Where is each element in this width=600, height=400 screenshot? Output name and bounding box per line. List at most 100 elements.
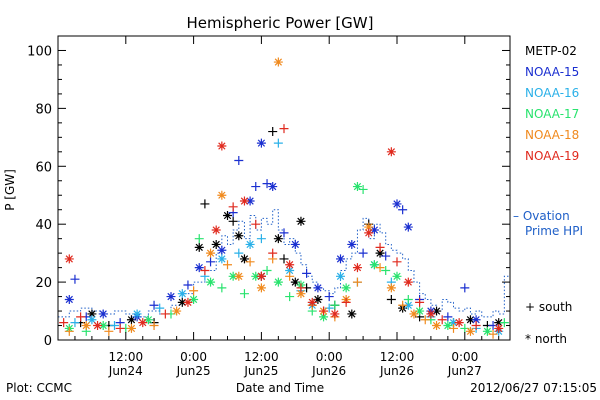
north-point (217, 141, 227, 151)
south-point (319, 306, 329, 316)
south-point (324, 292, 334, 302)
south-point (110, 321, 119, 331)
y-tick-label: 20 (35, 276, 52, 291)
south-point (488, 329, 498, 339)
north-point (392, 199, 402, 209)
north-point (290, 239, 300, 249)
south-point (183, 280, 193, 290)
south-point (70, 318, 80, 328)
south-point (70, 274, 80, 284)
north-point (177, 289, 187, 299)
north-point (194, 242, 204, 252)
north-point (347, 239, 357, 249)
legend-item: NOAA-15 (525, 65, 579, 79)
south-point (149, 321, 159, 331)
north-point (87, 315, 97, 325)
scatter-points (59, 57, 509, 339)
south-point (64, 326, 74, 336)
south-point (217, 283, 227, 293)
legend-north-marker: * north (525, 332, 567, 346)
north-point (239, 254, 249, 264)
south-point (279, 254, 289, 264)
plot-frame (57, 35, 511, 341)
north-point (403, 300, 413, 310)
north-point (386, 283, 396, 293)
series-noaa-19 (59, 124, 504, 333)
north-point (319, 312, 329, 322)
north-point (432, 321, 442, 331)
south-point (239, 289, 249, 299)
south-point (115, 323, 125, 333)
north-point (375, 248, 385, 258)
x-tick-date-label: Jun26 (379, 364, 414, 378)
south-point (341, 297, 351, 307)
north-point (465, 315, 475, 325)
north-point (336, 254, 345, 264)
north-point (81, 321, 91, 331)
north-point (64, 254, 74, 264)
north-point (143, 315, 153, 325)
y-axis-label: P [GW] (3, 169, 17, 211)
south-point (358, 248, 368, 258)
north-point (239, 196, 249, 206)
legend-item: NOAA-16 (525, 86, 579, 100)
legend-item: NOAA-19 (525, 149, 579, 163)
north-point (296, 216, 306, 226)
south-point (358, 184, 368, 194)
north-point (126, 323, 136, 333)
legend: METP-02 NOAA-15 NOAA-16 NOAA-17 NOAA-18 NOAA-… (513, 44, 583, 346)
footer-plot-credit: Plot: CCMC (6, 381, 72, 395)
x-tick-date-label: Jun24 (108, 364, 143, 378)
north-point (177, 297, 187, 307)
north-point (313, 294, 323, 304)
legend-item: NOAA-17 (525, 107, 579, 121)
south-point (234, 155, 244, 165)
south-point (381, 251, 391, 261)
north-point (172, 306, 182, 316)
south-point (160, 309, 170, 319)
south-point (200, 199, 210, 209)
south-point (449, 323, 458, 333)
south-point (437, 315, 447, 325)
south-point (59, 318, 69, 328)
south-point (189, 286, 199, 296)
chart-title: Hemispheric Power [GW] (187, 14, 374, 32)
north-point (245, 196, 255, 206)
north-point (211, 225, 221, 235)
south-point (471, 321, 481, 331)
north-point (449, 318, 458, 328)
north-point (494, 323, 504, 333)
north-point (482, 326, 492, 336)
north-point (307, 297, 317, 307)
south-point (268, 127, 278, 137)
legend-ovation-line2: Prime HPI (525, 224, 583, 238)
north-point (471, 315, 481, 325)
north-point (296, 289, 306, 299)
north-point (256, 283, 266, 293)
north-point (432, 306, 442, 316)
y-tick-label: 60 (35, 160, 52, 175)
north-point (364, 228, 374, 238)
y-tick-label: 0 (44, 334, 52, 349)
north-point (206, 277, 216, 287)
x-tick-time-label: 12:00 (380, 350, 415, 364)
north-point (454, 318, 464, 328)
axis-ticks: 02040608010012:00Jun240:00Jun2512:00Jun2… (27, 36, 510, 378)
south-point (234, 248, 244, 258)
x-tick-date-label: Jun27 (447, 364, 482, 378)
north-point (245, 239, 255, 249)
footer-timestamp: 2012/06/27 07:15:05 (470, 381, 597, 395)
south-point (206, 257, 216, 267)
y-tick-label: 100 (27, 44, 52, 59)
north-point (290, 277, 300, 287)
south-point (285, 292, 295, 302)
north-point (443, 321, 453, 331)
north-point (234, 231, 244, 241)
x-tick-time-label: 0:00 (451, 350, 478, 364)
north-point (313, 283, 323, 293)
south-point (262, 266, 272, 276)
north-point (392, 271, 402, 281)
x-tick-time-label: 0:00 (180, 350, 207, 364)
x-tick-time-label: 0:00 (316, 350, 343, 364)
north-point (87, 309, 97, 319)
